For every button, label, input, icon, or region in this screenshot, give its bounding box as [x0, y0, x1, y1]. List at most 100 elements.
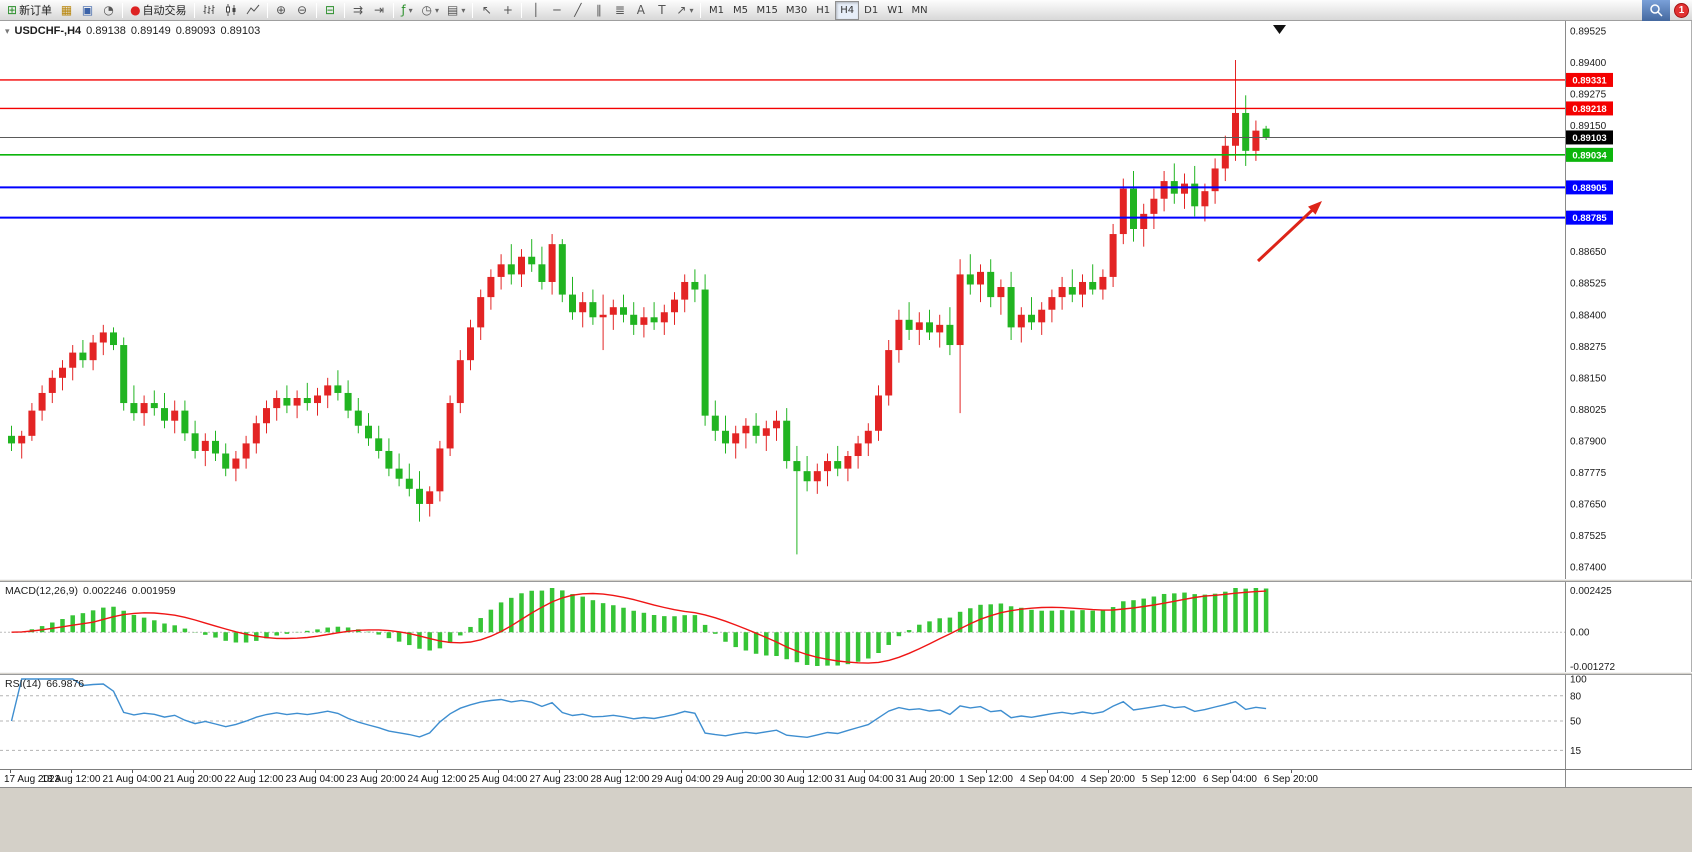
time-axis-tick [620, 770, 621, 773]
chevron-down-icon: ▾ [461, 5, 466, 15]
timeframe-H4[interactable]: H4 [835, 0, 860, 20]
price-chart-canvas[interactable]: 0.895250.894000.892750.891500.890250.889… [0, 21, 1692, 579]
fibonacci-button[interactable]: ≣ [609, 1, 630, 20]
horizontal-line-icon: ─ [553, 3, 561, 17]
timeframe-group: M1 M5 M15 M30 H1 H4 D1 W1 MN [704, 0, 931, 20]
tile-windows-button[interactable]: ⊟ [320, 1, 341, 20]
channel-icon: ∥ [595, 3, 602, 17]
time-axis-tick [681, 770, 682, 773]
macd-value-signal: 0.001959 [131, 585, 176, 597]
price-label-0.89331 [1566, 72, 1613, 87]
toolbar-separator [700, 2, 702, 18]
macd-panel-canvas[interactable]: 0.002425 0.00 -0.001272 [0, 582, 1692, 672]
toolbar-separator [521, 2, 523, 18]
text-tool-button[interactable]: A [630, 1, 651, 20]
tile-windows-icon: ⊟ [325, 3, 336, 17]
symbol-menu-icon[interactable]: ▾ [5, 26, 10, 36]
bar-chart-icon [203, 5, 215, 14]
zoom-in-button[interactable]: ⊕ [271, 1, 292, 20]
time-axis-label: 31 Aug 20:00 [895, 774, 955, 785]
panel-splitter[interactable] [0, 672, 1692, 675]
time-axis-tick [71, 770, 72, 773]
price-axis-label: 0.89400 [1570, 58, 1607, 69]
label-tool-button[interactable]: T [651, 1, 672, 20]
price-axis-label: 0.88650 [1570, 247, 1607, 258]
time-axis-label: 6 Sep 04:00 [1203, 774, 1257, 785]
indicators-button[interactable]: ƒ ▾ [397, 1, 418, 20]
auto-trading-button[interactable]: ● 自动交易 [126, 1, 190, 20]
time-axis-tick [742, 770, 743, 773]
time-axis-label: 4 Sep 04:00 [1020, 774, 1074, 785]
price-axis-label: 0.87650 [1570, 499, 1607, 510]
timeframe-D1[interactable]: D1 [859, 1, 883, 20]
timeframe-M5[interactable]: M5 [728, 1, 752, 20]
chart-shift-marker[interactable] [1273, 25, 1286, 34]
time-axis-label: 29 Aug 04:00 [651, 774, 711, 785]
svg-text:0.89103: 0.89103 [1572, 133, 1606, 144]
timeframe-H1[interactable]: H1 [811, 1, 835, 20]
zoom-out-button[interactable]: ⊖ [292, 1, 313, 20]
price-axis-label: 0.89275 [1570, 90, 1607, 101]
ohlc-close: 0.89103 [220, 25, 261, 37]
time-axis-tick [803, 770, 804, 773]
periods-button[interactable]: ◷ ▾ [418, 1, 444, 20]
crosshair-button[interactable]: + [497, 1, 518, 20]
auto-scroll-button[interactable]: ⇉ [348, 1, 369, 20]
time-axis-tick [1291, 770, 1292, 773]
bar-chart-button[interactable] [198, 1, 220, 20]
price-axis-label: 0.89150 [1570, 121, 1607, 132]
profiles-button[interactable]: ▣ [77, 1, 98, 20]
new-chart-button[interactable]: ▦ [56, 1, 77, 20]
new-order-label: 新订单 [19, 4, 53, 17]
rsi-scale-label: 80 [1570, 691, 1582, 702]
cursor-button[interactable]: ↖ [476, 1, 497, 20]
candlestick-chart-button[interactable] [220, 1, 242, 20]
notification-badge[interactable]: 1 [1674, 2, 1689, 18]
timeframe-W1[interactable]: W1 [883, 1, 907, 20]
rsi-panel-canvas[interactable]: 100 80 50 15 [0, 675, 1692, 769]
price-axis-label: 0.88525 [1570, 279, 1607, 290]
timeframe-MN[interactable]: MN [907, 1, 931, 20]
svg-text:0.88905: 0.88905 [1572, 183, 1607, 194]
price-label-0.88905 [1566, 180, 1613, 195]
price-axis-label: 0.88150 [1570, 373, 1607, 384]
panel-splitter[interactable] [0, 579, 1692, 582]
price-axis-label: 0.87525 [1570, 531, 1607, 542]
time-axis-label: 21 Aug 20:00 [163, 774, 223, 785]
rsi-value: 66.9876 [46, 678, 85, 690]
arrows-tool-button[interactable]: ↗ ▾ [672, 1, 697, 20]
templates-button[interactable]: ▤ ▾ [443, 1, 469, 20]
trend-arrow-annotation[interactable] [1256, 201, 1322, 263]
search-button[interactable] [1642, 0, 1670, 21]
chart-shift-button[interactable]: ⇥ [369, 1, 390, 20]
price-axis-label: 0.88025 [1570, 405, 1607, 416]
refresh-button[interactable]: ◔ [98, 1, 119, 20]
line-chart-button[interactable] [242, 1, 264, 20]
trendline-icon: ╱ [574, 3, 582, 17]
chevron-down-icon: ▾ [435, 5, 440, 15]
rsi-line [10, 678, 1267, 739]
template-icon: ▤ [447, 3, 459, 17]
time-axis-label: 4 Sep 20:00 [1081, 774, 1135, 785]
timeframe-M15[interactable]: M15 [752, 1, 781, 20]
new-order-button[interactable]: ⊞ 新订单 [3, 1, 56, 20]
time-axis-label: 25 Aug 04:00 [468, 774, 528, 785]
timeframe-M1[interactable]: M1 [704, 1, 728, 20]
indicators-icon: ƒ [401, 3, 406, 17]
time-axis-label: 22 Aug 12:00 [224, 774, 284, 785]
vertical-line-button[interactable]: │ [525, 1, 546, 20]
price-axis-label: 0.87775 [1570, 468, 1607, 479]
time-axis-label: 1 Sep 12:00 [959, 774, 1013, 785]
time-axis-label: 18 Aug 12:00 [41, 774, 101, 785]
time-axis-tick [315, 770, 316, 773]
price-axis-label: 0.87400 [1570, 563, 1607, 574]
trendline-button[interactable]: ╱ [567, 1, 588, 20]
auto-scroll-icon: ⇉ [353, 3, 364, 17]
arrows-tool-icon: ↗ [676, 3, 687, 17]
svg-text:0.88785: 0.88785 [1572, 213, 1607, 224]
channel-button[interactable]: ∥ [588, 1, 609, 20]
time-axis[interactable]: 17 Aug 2023 18 Aug 12:00 21 Aug 04:00 21 Au… [0, 769, 1692, 788]
horizontal-line-button[interactable]: ─ [546, 1, 567, 20]
toolbar-separator [122, 2, 124, 18]
timeframe-M30[interactable]: M30 [782, 1, 811, 20]
